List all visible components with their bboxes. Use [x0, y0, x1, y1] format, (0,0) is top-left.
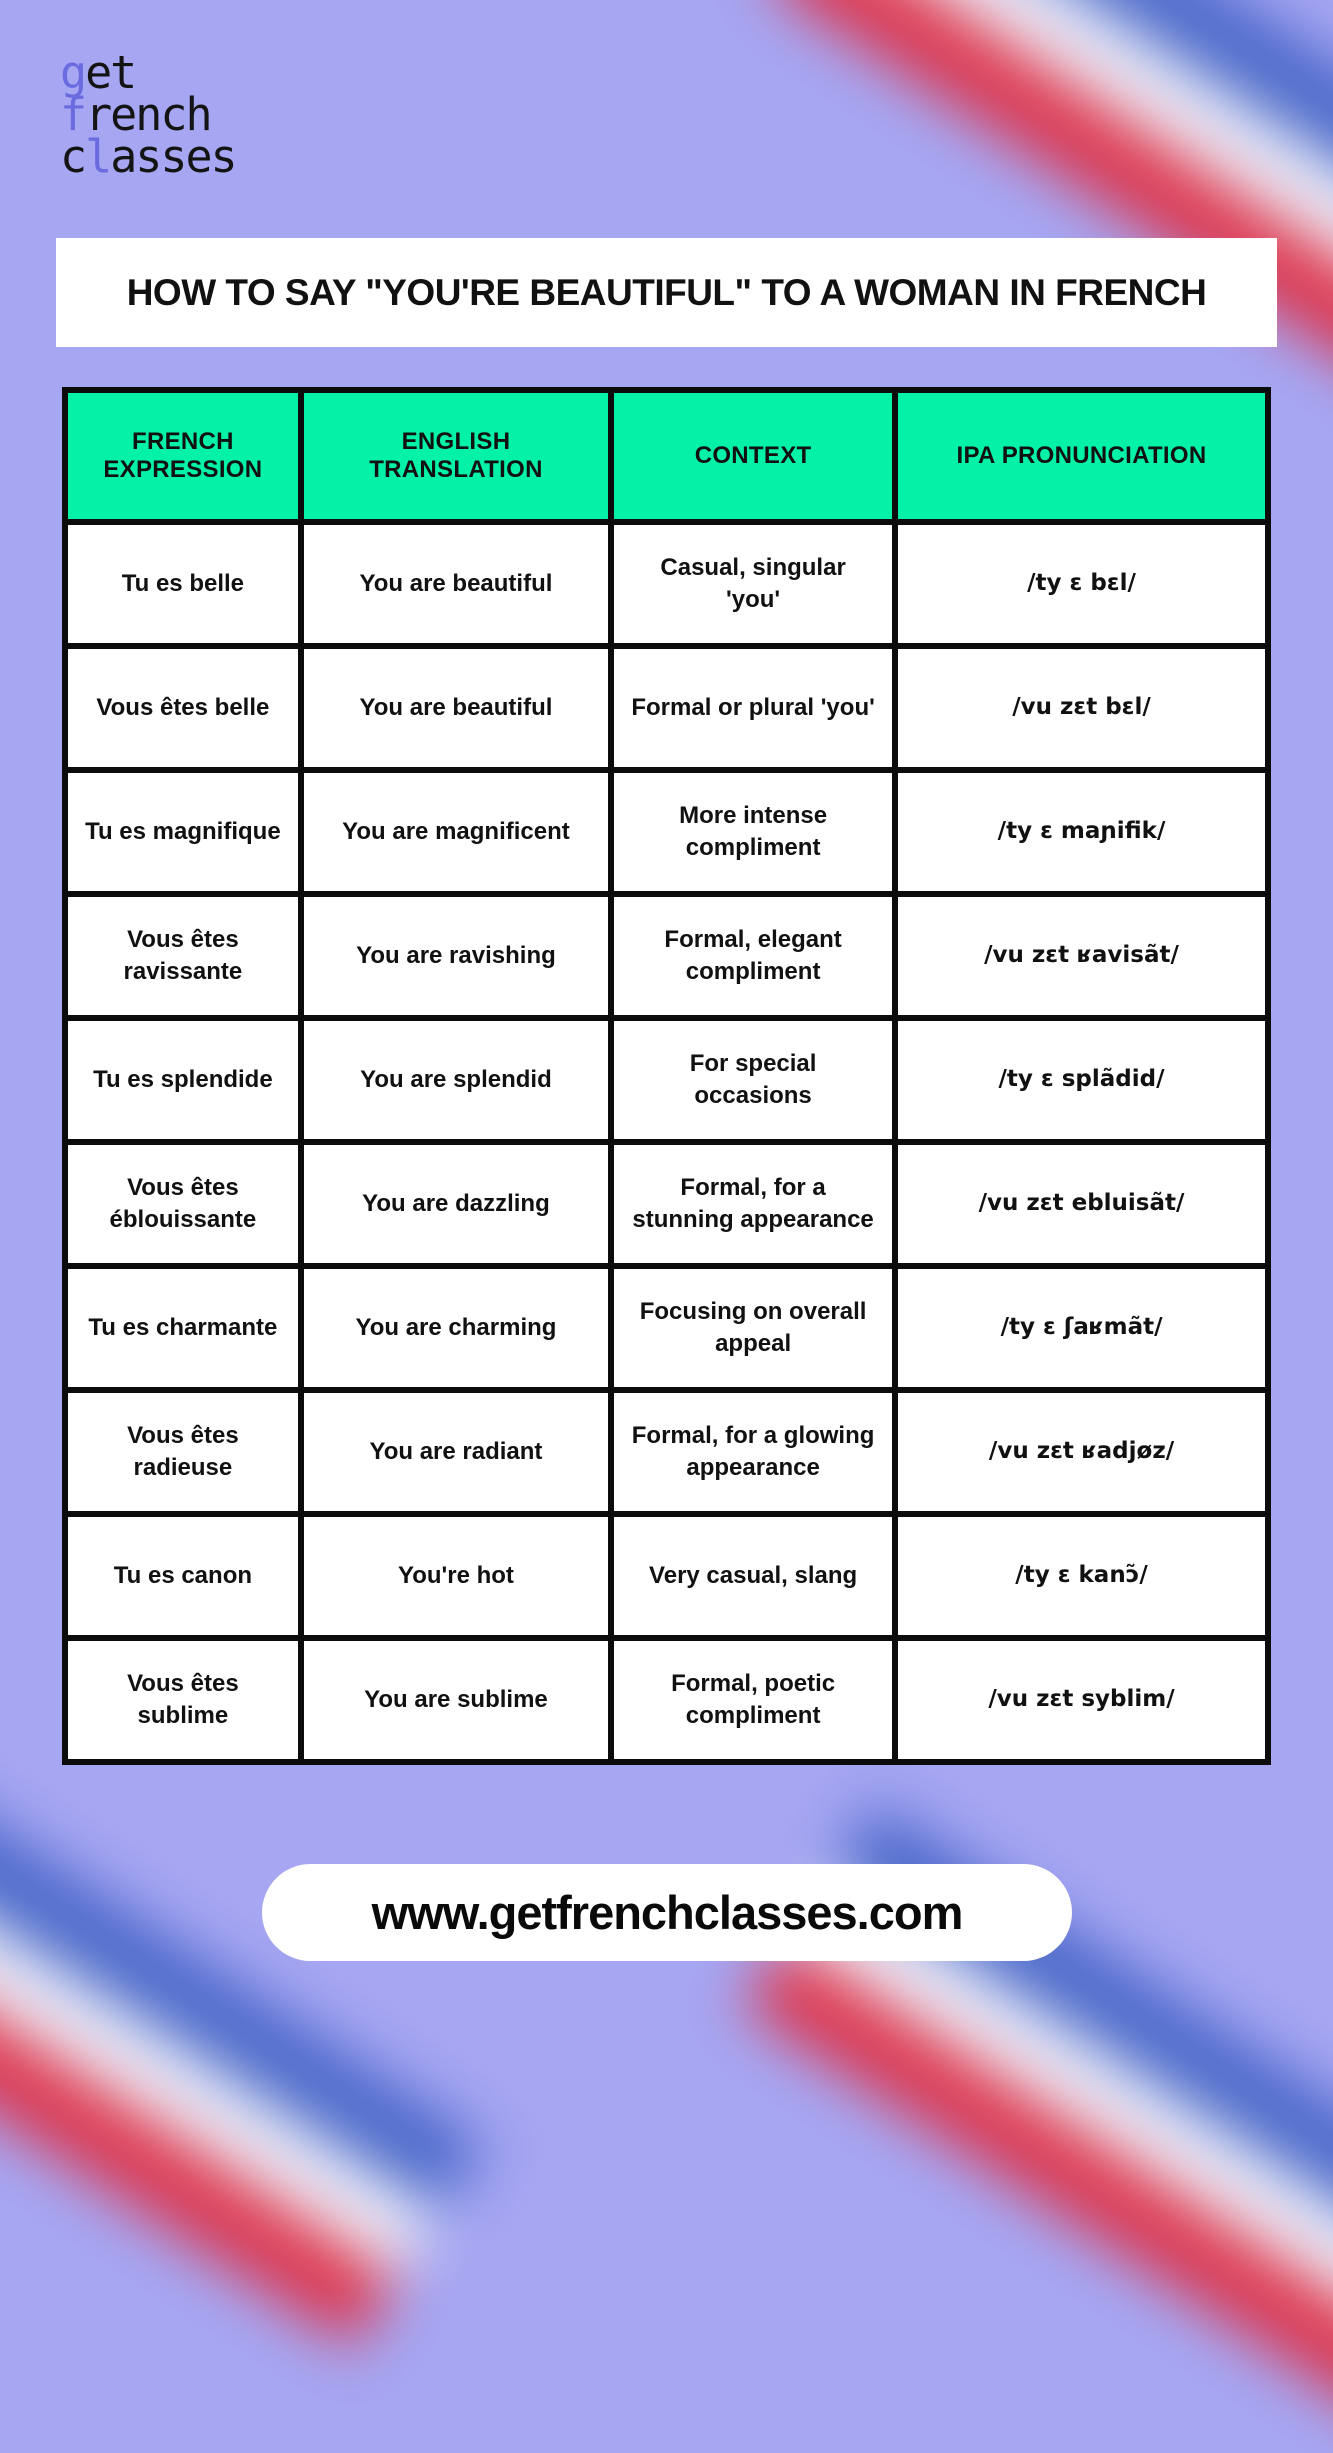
cell-english-translation: You are beautiful	[300, 522, 612, 646]
cell-french-expression: Tu es charmante	[65, 1266, 301, 1390]
cell-context: Formal, elegant compliment	[611, 894, 896, 1018]
cell-context: Focusing on overall appeal	[611, 1266, 896, 1390]
cell-ipa-pronunciation: /vu zɛt bɛl/	[895, 646, 1268, 770]
flag-stripe-blue	[856, 0, 1333, 264]
cell-french-expression: Vous êtes ravissante	[65, 894, 301, 1018]
cell-french-expression: Vous êtes éblouissante	[65, 1142, 301, 1266]
cell-english-translation: You are sublime	[300, 1638, 612, 1762]
table-row: Vous êtes éblouissante You are dazzling Fo…	[65, 1142, 1268, 1266]
cell-french-expression: Tu es canon	[65, 1514, 301, 1638]
logo-line-2: french	[60, 87, 213, 141]
title-banner: HOW TO SAY "YOU'RE BEAUTIFUL" TO A WOMAN…	[56, 238, 1277, 347]
cell-french-expression: Tu es magnifique	[65, 770, 301, 894]
flag-stripe-blue	[0, 1731, 485, 2213]
table-body: Tu es belle You are beautiful Casual, sing…	[65, 522, 1268, 1762]
logo-line-3: classes	[60, 129, 238, 183]
header-french-expression: FRENCH EXPRESSION	[65, 390, 301, 522]
cell-french-expression: Tu es belle	[65, 522, 301, 646]
table-row: Tu es canon You're hot Very casual, slang /…	[65, 1514, 1268, 1638]
cell-context: Casual, singular 'you'	[611, 522, 896, 646]
cell-english-translation: You are radiant	[300, 1390, 612, 1514]
cell-french-expression: Vous êtes sublime	[65, 1638, 301, 1762]
cell-ipa-pronunciation: /ty ɛ ʃaʁmãt/	[895, 1266, 1268, 1390]
cell-context: Formal or plural 'you'	[611, 646, 896, 770]
cell-ipa-pronunciation: /ty ɛ maɲifik/	[895, 770, 1268, 894]
table-row: Tu es charmante You are charming Focusing …	[65, 1266, 1268, 1390]
cell-context: Formal, poetic compliment	[611, 1638, 896, 1762]
cell-english-translation: You are magnificent	[300, 770, 612, 894]
phrases-table: FRENCH EXPRESSION ENGLISH TRANSLATION CO…	[62, 387, 1271, 1765]
logo-line-1: get	[60, 46, 137, 99]
table-row: Tu es splendide You are splendid For speci…	[65, 1018, 1268, 1142]
website-link[interactable]: www.getfrenchclasses.com	[371, 1886, 964, 1939]
table-row: Vous êtes sublime You are sublime Formal, …	[65, 1638, 1268, 1762]
cell-english-translation: You are ravishing	[300, 894, 612, 1018]
french-flag-decoration-bottom-left	[0, 1731, 485, 2347]
table-row: Vous êtes ravissante You are ravishing For…	[65, 894, 1268, 1018]
cell-ipa-pronunciation: /ty ɛ kanɔ̃/	[895, 1514, 1268, 1638]
cell-context: More intense compliment	[611, 770, 896, 894]
cell-ipa-pronunciation: /vu zɛt syblim/	[895, 1638, 1268, 1762]
cell-ipa-pronunciation: /ty ɛ bɛl/	[895, 522, 1268, 646]
header-english-translation: ENGLISH TRANSLATION	[300, 390, 612, 522]
flag-stripe-red	[743, 1939, 1333, 2453]
cell-french-expression: Vous êtes radieuse	[65, 1390, 301, 1514]
cell-french-expression: Vous êtes belle	[65, 646, 301, 770]
cell-ipa-pronunciation: /ty ɛ splãdid/	[895, 1018, 1268, 1142]
header-context: CONTEXT	[611, 390, 896, 522]
get-french-classes-logo: get french classes	[60, 46, 238, 183]
table-row: Vous êtes belle You are beautiful Formal o…	[65, 646, 1268, 770]
cell-english-translation: You're hot	[300, 1514, 612, 1638]
cell-english-translation: You are dazzling	[300, 1142, 612, 1266]
cell-ipa-pronunciation: /vu zɛt ʁavisãt/	[895, 894, 1268, 1018]
cell-french-expression: Tu es splendide	[65, 1018, 301, 1142]
cell-english-translation: You are beautiful	[300, 646, 612, 770]
cell-english-translation: You are splendid	[300, 1018, 612, 1142]
cell-context: Very casual, slang	[611, 1514, 896, 1638]
cell-context: For special occasions	[611, 1018, 896, 1142]
cell-context: Formal, for a stunning appearance	[611, 1142, 896, 1266]
cell-ipa-pronunciation: /vu zɛt ebluisãt/	[895, 1142, 1268, 1266]
table-row: Vous êtes radieuse You are radiant Formal,…	[65, 1390, 1268, 1514]
cell-context: Formal, for a glowing appearance	[611, 1390, 896, 1514]
table-header-row: FRENCH EXPRESSION ENGLISH TRANSLATION CO…	[65, 390, 1268, 522]
page-title: HOW TO SAY "YOU'RE BEAUTIFUL" TO A WOMAN…	[126, 271, 1207, 313]
table-row: Tu es magnifique You are magnificent More …	[65, 770, 1268, 894]
cell-english-translation: You are charming	[300, 1266, 612, 1390]
table-row: Tu es belle You are beautiful Casual, sing…	[65, 522, 1268, 646]
header-ipa-pronunciation: IPA PRONUNCIATION	[895, 390, 1268, 522]
footer-pill: www.getfrenchclasses.com	[262, 1864, 1072, 1961]
cell-ipa-pronunciation: /vu zɛt ʁadjøz/	[895, 1390, 1268, 1514]
